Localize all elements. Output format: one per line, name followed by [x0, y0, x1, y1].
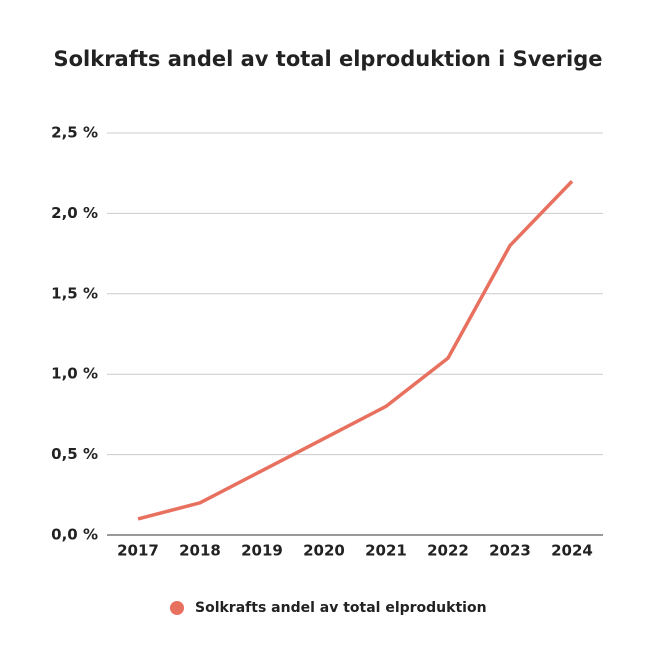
legend-label: Solkrafts andel av total elproduktion [195, 600, 487, 616]
y-tick-label: 2,5 % [51, 124, 98, 142]
x-tick-label: 2019 [241, 542, 283, 560]
x-tick-label: 2020 [303, 542, 345, 560]
x-tick-label: 2024 [551, 542, 593, 560]
y-tick-label: 1,5 % [51, 284, 98, 302]
x-tick-label: 2018 [179, 542, 221, 560]
line [137, 180, 574, 521]
y-tick-label: 2,0 % [51, 204, 98, 222]
x-tick-label: 2023 [489, 542, 531, 560]
x-tick-label: 2022 [427, 542, 469, 560]
x-tick-label: 2017 [117, 542, 159, 560]
y-tick-label: 0,5 % [51, 445, 98, 463]
legend-marker [170, 601, 184, 615]
y-tick-label: 1,0 % [51, 365, 98, 383]
x-tick-label: 2021 [365, 542, 407, 560]
y-tick-label: 0,0 % [51, 526, 98, 544]
chart-title: Solkrafts andel av total elproduktion i … [53, 47, 602, 71]
